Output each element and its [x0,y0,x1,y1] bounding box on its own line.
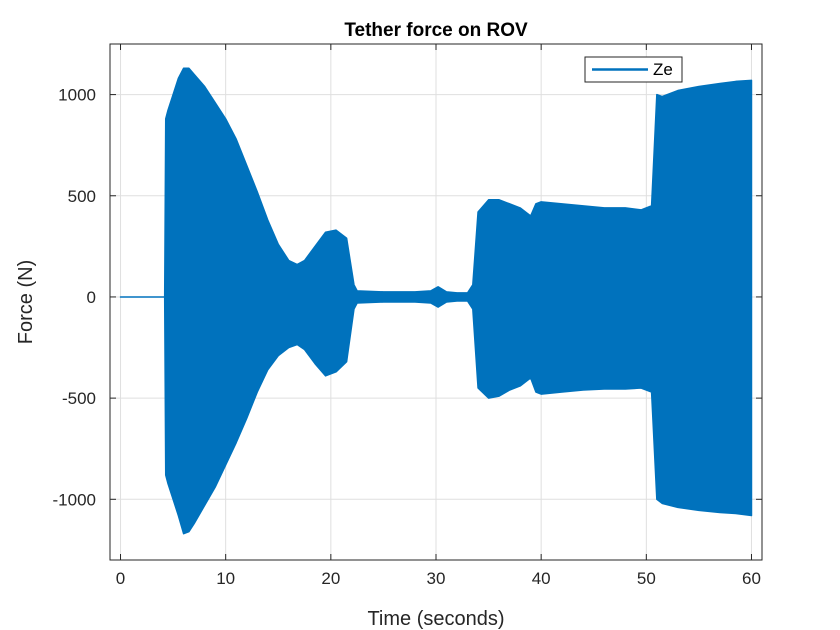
x-tick-label: 30 [427,569,446,588]
series-ze-envelope [119,67,753,535]
x-tick-label: 60 [742,569,761,588]
x-tick-label: 20 [321,569,340,588]
x-tick-label: 10 [216,569,235,588]
y-tick-label: 500 [68,187,96,206]
data-layer [119,67,753,535]
y-tick-label: -1000 [53,490,96,509]
chart-title: Tether force on ROV [344,20,528,41]
y-tick-label: 1000 [58,86,96,105]
legend: Ze [584,56,683,83]
tick-labels: 0 10 20 30 40 50 60 -1000 -500 0 500 1000 [53,86,761,588]
y-tick-label: 0 [87,288,96,307]
x-axis-label: Time (seconds) [367,608,504,630]
y-axis-label: Force (N) [15,260,37,344]
x-tick-label: 0 [116,569,125,588]
x-tick-label: 50 [637,569,656,588]
axes [109,43,763,561]
legend-label-ze: Ze [653,60,673,79]
y-tick-label: -500 [62,389,96,408]
x-tick-label: 40 [532,569,551,588]
